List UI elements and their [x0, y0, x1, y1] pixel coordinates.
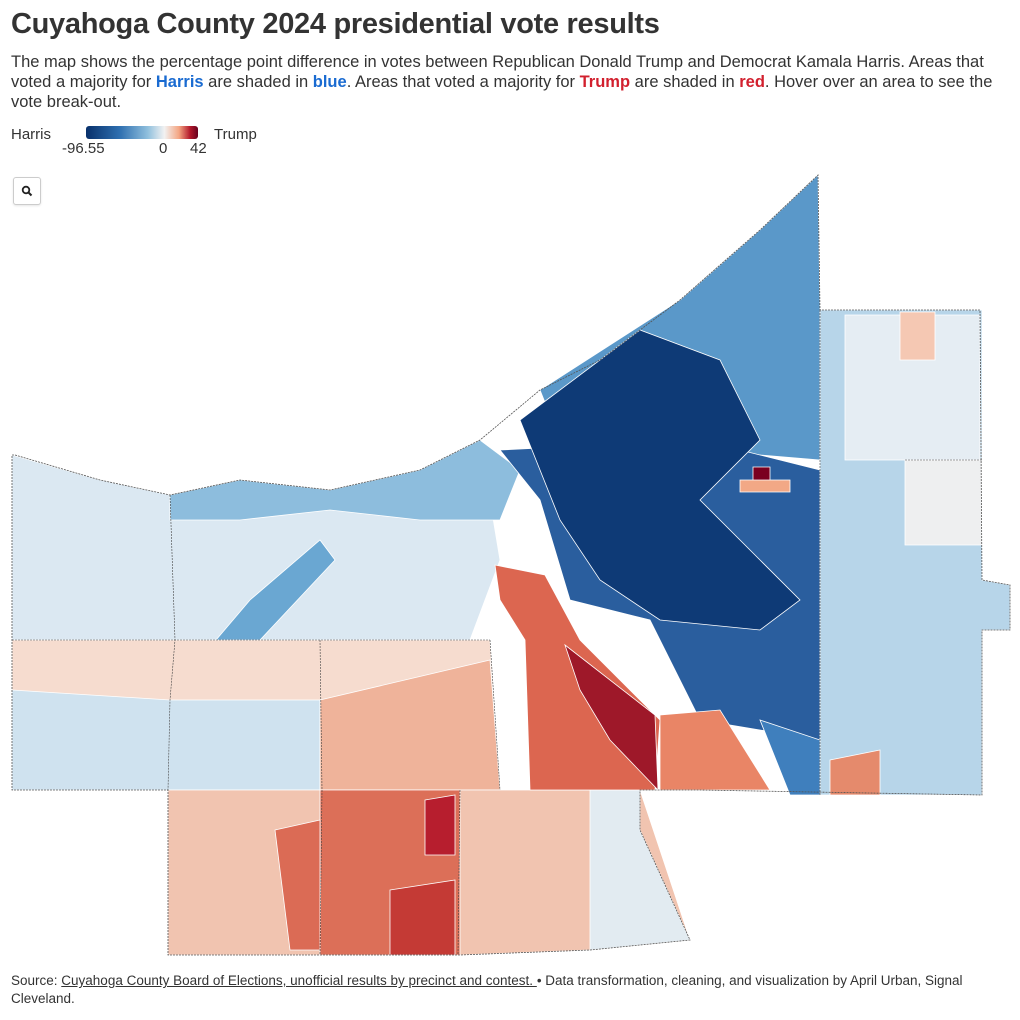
region-trump-dark[interactable]: [564, 643, 659, 792]
source-link[interactable]: Cuyahoga County Board of Elections, unof…: [61, 973, 537, 988]
desc-text: The map shows the percentage point diffe…: [11, 53, 984, 91]
page-title: Cuyahoga County 2024 presidential vote r…: [11, 8, 660, 40]
precinct-map[interactable]: [0, 165, 1020, 965]
region-northeast-red[interactable]: [899, 311, 936, 361]
desc-text: . Areas that voted a majority for: [346, 73, 580, 91]
blue-highlight: blue: [312, 73, 347, 91]
zoom-button[interactable]: [13, 177, 41, 205]
municipal-borders: [12, 310, 982, 956]
description: The map shows the percentage point diffe…: [11, 52, 1011, 112]
region-lyndhurst-pale[interactable]: [739, 479, 791, 493]
search-icon: [21, 185, 33, 197]
region-southeast-red-2[interactable]: [829, 749, 881, 796]
legend-min: -96.55: [62, 140, 105, 157]
source-prefix: Source:: [11, 973, 62, 988]
legend-harris-label: Harris: [11, 126, 51, 143]
legend-gradient-bar: [86, 126, 198, 139]
legend-mid: 0: [159, 140, 168, 157]
region-cleveland-core[interactable]: [519, 329, 801, 631]
source-note: Source: Cuyahoga County Board of Electio…: [11, 972, 1011, 1008]
region-southeast-red[interactable]: [659, 709, 771, 791]
source-suffix: • Data transformation, cleaning, and vis…: [11, 973, 963, 1006]
desc-text: are shaded in: [630, 73, 740, 91]
region-southwest-blue[interactable]: [11, 689, 321, 791]
desc-text: . Hover over an area to see the vote bre…: [11, 73, 993, 111]
desc-text: are shaded in: [203, 73, 313, 91]
legend-trump-label: Trump: [214, 126, 257, 143]
harris-highlight: Harris: [155, 73, 204, 91]
legend-max: 42: [190, 140, 207, 157]
region-west-lakeshore[interactable]: [169, 439, 521, 521]
region-north-royalton-red[interactable]: [424, 794, 456, 856]
region-strongsville-dark[interactable]: [389, 879, 456, 956]
color-legend: Harris -96.55 0 42 Trump: [11, 126, 311, 160]
red-highlight: red: [739, 73, 765, 91]
region-no-data-1[interactable]: [904, 459, 983, 546]
trump-highlight: Trump: [579, 73, 631, 91]
